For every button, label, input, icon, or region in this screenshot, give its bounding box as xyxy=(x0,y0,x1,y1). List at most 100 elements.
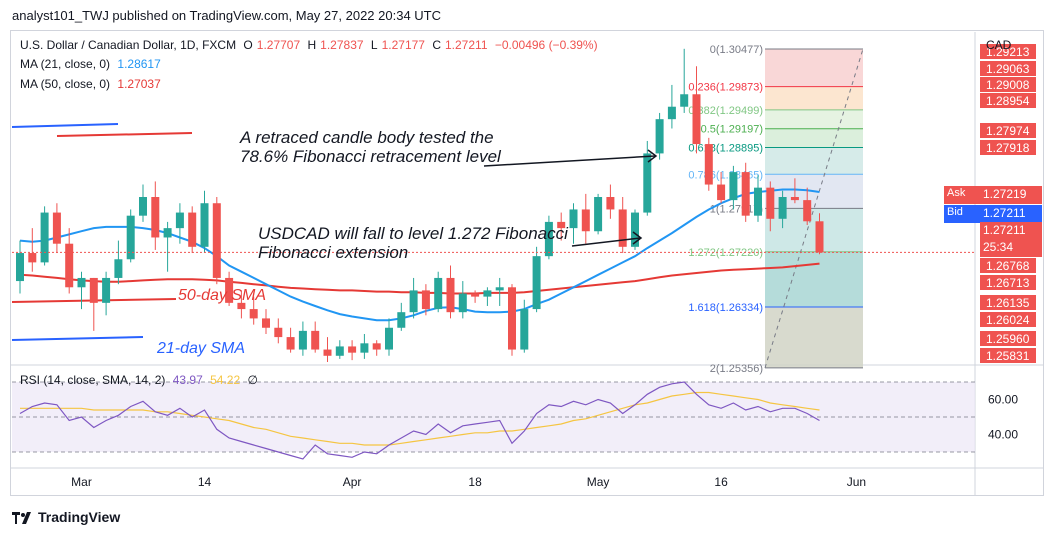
rsi-hidden-value: ∅ xyxy=(247,373,258,387)
price-axis-tag xyxy=(980,93,1036,108)
candle-body xyxy=(704,144,713,185)
x-tick-label: Jun xyxy=(847,475,866,489)
candle-body xyxy=(766,187,775,219)
candle-body xyxy=(16,253,24,282)
ma21-legend[interactable]: MA (21, close, 0) 1.28617 xyxy=(20,57,165,71)
fib-level-label: 0.5(1.29197) xyxy=(701,124,763,136)
ma50-label: MA (50, close, 0) xyxy=(20,77,111,91)
upper-red-trendline xyxy=(56,132,193,137)
candle-body xyxy=(323,349,332,356)
candle-body xyxy=(372,343,381,350)
price-axis-label: 1.28954 xyxy=(986,94,1030,108)
candle-body xyxy=(778,197,787,219)
candle-body xyxy=(446,277,455,313)
tradingview-logo-icon xyxy=(12,511,32,524)
fib-annotation-line2: 78.6% Fibonacci retracement level xyxy=(240,147,501,166)
candle-body xyxy=(188,212,197,247)
price-axis-tag xyxy=(980,140,1036,155)
candle-body xyxy=(532,256,541,310)
x-tick-label: 18 xyxy=(468,475,482,489)
candle-body xyxy=(28,253,37,263)
candle-body xyxy=(163,228,172,238)
candle-body xyxy=(175,212,184,229)
candle-body xyxy=(249,309,258,319)
price-axis-label: 1.27974 xyxy=(986,124,1030,138)
candle-body xyxy=(89,277,98,303)
price-axis-tag xyxy=(980,61,1036,76)
price-axis-label: 1.26713 xyxy=(986,276,1030,290)
ma50-line xyxy=(19,262,820,295)
target-annotation-arrow xyxy=(571,237,641,247)
symbol-legend: U.S. Dollar / Canadian Dollar, 1D, FXCM … xyxy=(20,38,602,52)
x-tick-label: May xyxy=(587,475,610,489)
x-tick-label: Apr xyxy=(343,475,362,489)
ma21-value: 1.28617 xyxy=(117,57,161,71)
candle-body xyxy=(335,346,344,356)
close-value: 1.27211 xyxy=(445,38,488,52)
candle-body xyxy=(397,312,406,328)
candle-body xyxy=(594,197,603,232)
currency-label[interactable]: CAD xyxy=(986,38,1012,52)
candle-body xyxy=(754,187,762,216)
fib-zone xyxy=(765,48,863,87)
sma21-annotation[interactable]: 21-day SMA xyxy=(157,340,246,357)
upper-blue-trendline xyxy=(11,123,119,128)
candle-body xyxy=(667,106,676,120)
price-axis-label: 1.27918 xyxy=(986,141,1030,155)
candle-body xyxy=(385,327,393,350)
price-axis-tag xyxy=(980,312,1036,327)
tradingview-brand[interactable]: TradingView xyxy=(12,509,120,525)
rsi-line xyxy=(19,381,820,460)
fib-annotation[interactable]: A retraced candle body tested the 78.6% … xyxy=(240,128,501,166)
candle-body xyxy=(286,337,295,350)
price-axis-label: 1.29213 xyxy=(986,45,1030,59)
candle-body xyxy=(360,343,369,353)
fib-level-label: 0.382(1.29499) xyxy=(688,105,763,117)
candle-body xyxy=(729,172,738,201)
fib-zone xyxy=(765,251,863,307)
ma50-legend[interactable]: MA (50, close, 0) 1.27037 xyxy=(20,77,165,91)
candle-body xyxy=(581,209,590,232)
price-axis-label: 1.25960 xyxy=(986,332,1030,346)
bid-tag: Bid xyxy=(944,205,986,223)
fib-arrow-head xyxy=(647,149,658,163)
publisher-line: analyst101_TWJ published on TradingView.… xyxy=(12,8,441,23)
ask-price-tag: 1.27219 xyxy=(980,186,1042,204)
price-axis-label: 1.29063 xyxy=(986,62,1030,76)
price-axis-label: 1.26024 xyxy=(986,313,1030,327)
rsi-sma-value: 54.22 xyxy=(210,373,241,387)
symbol-name[interactable]: U.S. Dollar / Canadian Dollar, 1D, FXCM xyxy=(20,38,237,52)
price-axis-tag xyxy=(980,77,1036,92)
candle-body xyxy=(631,212,639,247)
candle-body xyxy=(815,221,824,253)
price-axis-tag xyxy=(980,44,1036,59)
candle-body xyxy=(569,209,578,229)
candle-body xyxy=(348,346,357,353)
candle-body xyxy=(421,290,430,310)
fib-zone xyxy=(765,86,863,110)
candle-body xyxy=(618,209,627,247)
target-annotation[interactable]: USDCAD will fall to level 1.272 Fibonacc… xyxy=(258,224,568,262)
ma50-value: 1.27037 xyxy=(117,77,161,91)
close-label: C xyxy=(432,38,441,52)
fib-level-label: 0.786(1.28465) xyxy=(688,169,763,181)
fib-level-label: 0(1.30477) xyxy=(710,44,763,56)
fib-zone xyxy=(765,109,863,129)
fib-zone xyxy=(765,147,863,175)
high-value: 1.27837 xyxy=(320,38,364,52)
candle-body xyxy=(458,293,467,313)
candle-body xyxy=(274,327,283,338)
price-axis-tag xyxy=(980,258,1036,273)
sma50-annotation[interactable]: 50-day SMA xyxy=(178,287,267,304)
candle-body xyxy=(225,277,234,303)
countdown-tag: 25:34 xyxy=(980,239,1042,257)
candle-body xyxy=(65,243,74,288)
fib-level-label: 0.236(1.29873) xyxy=(688,82,763,94)
price-axis-label: 1.26768 xyxy=(986,259,1030,273)
rsi-value: 43.97 xyxy=(172,373,203,387)
candle-body xyxy=(606,197,615,210)
rsi-legend[interactable]: RSI (14, close, SMA, 14, 2) 43.97 54.22 … xyxy=(20,373,262,387)
chart-frame[interactable] xyxy=(10,30,1044,496)
candle-body xyxy=(680,94,689,107)
